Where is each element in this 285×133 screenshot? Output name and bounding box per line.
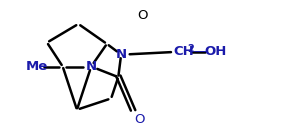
Text: Me: Me xyxy=(26,60,48,73)
Text: OH: OH xyxy=(205,45,227,58)
Text: 2: 2 xyxy=(187,43,194,54)
Text: O: O xyxy=(135,113,145,126)
Text: O: O xyxy=(137,9,148,22)
Text: —: — xyxy=(193,45,206,58)
Text: N: N xyxy=(86,60,97,73)
Text: N: N xyxy=(115,48,127,61)
Text: CH: CH xyxy=(174,45,195,58)
